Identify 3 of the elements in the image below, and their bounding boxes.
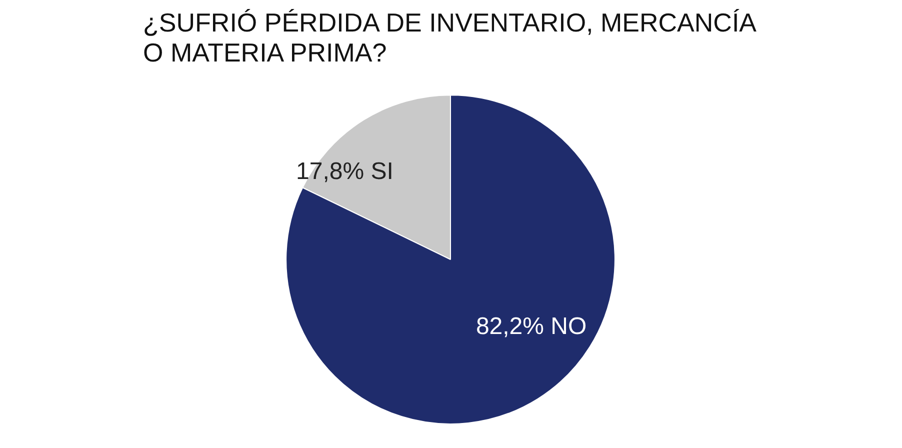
slice-label: 82,2% NO (476, 313, 587, 340)
slice-label: 17,8% SI (296, 158, 394, 186)
chart-title: ¿SUFRIÓ PÉRDIDA DE INVENTARIO, MERCANCÍA O MATERIA PRIMA? (143, 8, 758, 68)
